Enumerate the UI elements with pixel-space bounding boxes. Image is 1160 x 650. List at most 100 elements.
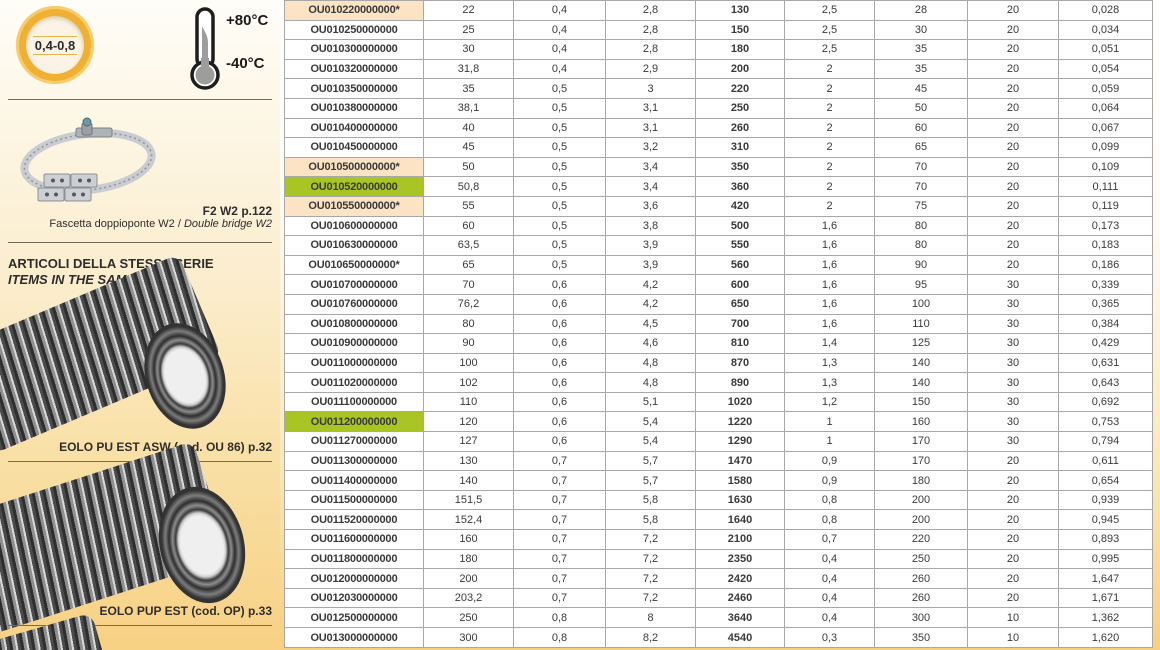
value-cell: 30	[967, 293, 1059, 315]
table-row: OU013000000000 300 0,8 8,2 4540 0,3 350 10 1,620	[284, 627, 1153, 648]
value-cell: 20	[967, 489, 1059, 511]
product-code-cell: OU011270000000	[284, 431, 424, 452]
product-code-cell: OU012500000000	[284, 607, 424, 628]
table-row: OU010760000000 76,2 0,6 4,2 650 1,6 100 30 0,365	[284, 293, 1153, 315]
value-cell: 0,7	[784, 529, 875, 550]
product-code-cell: OU010380000000	[284, 97, 424, 119]
value-cell: 1290	[695, 431, 785, 452]
table-row: OU010300000000 30 0,4 2,8 180 2,5 35 20 0,051	[284, 39, 1153, 60]
temp-min-label: -40°C	[226, 55, 265, 72]
value-cell: 170	[874, 431, 968, 452]
value-cell: 130	[695, 0, 785, 21]
value-cell: 3,4	[605, 156, 696, 178]
value-cell: 40	[423, 117, 514, 139]
value-cell: 60	[423, 215, 514, 237]
value-cell: 0,7	[513, 470, 606, 491]
value-cell: 110	[423, 391, 514, 413]
value-cell: 0,4	[513, 19, 606, 41]
value-cell: 2	[784, 137, 875, 158]
value-cell: 4,2	[605, 274, 696, 295]
value-cell: 0,7	[513, 587, 606, 609]
value-cell: 2	[784, 156, 875, 178]
table-area: OU010220000000* 22 0,4 2,8 130 2,5 28 20 0,028 OU…	[280, 0, 1160, 650]
clamp-caption: F2 W2 p.122 Fascetta doppioponte W2 / Do…	[49, 204, 272, 230]
product-code-cell: OU011600000000	[284, 529, 424, 550]
value-cell: 220	[874, 529, 968, 550]
table-row: OU012000000000 200 0,7 7,2 2420 0,4 260 20 1,647	[284, 568, 1153, 589]
product-code-cell: OU012000000000	[284, 568, 424, 589]
value-cell: 160	[874, 411, 968, 433]
table-row: OU010350000000 35 0,5 3 220 2 45 20 0,059	[284, 78, 1153, 99]
value-cell: 5,7	[605, 470, 696, 491]
value-cell: 70	[423, 274, 514, 295]
pressure-range-badge-inner: 0,4-0,8	[26, 16, 84, 74]
value-cell: 1,362	[1058, 607, 1153, 628]
value-cell: 1220	[695, 411, 785, 433]
value-cell: 125	[874, 333, 968, 354]
value-cell: 0,051	[1058, 39, 1153, 60]
value-cell: 0,067	[1058, 117, 1153, 139]
temp-max-label: +80°C	[226, 12, 269, 29]
value-cell: 3,9	[605, 254, 696, 276]
value-cell: 50	[874, 97, 968, 119]
value-cell: 127	[423, 431, 514, 452]
value-cell: 20	[967, 235, 1059, 256]
value-cell: 250	[695, 97, 785, 119]
value-cell: 80	[423, 313, 514, 335]
clamp-caption-en: Double bridge W2	[183, 218, 272, 230]
product-spec-table: OU010220000000* 22 0,4 2,8 130 2,5 28 20 0,028 OU…	[284, 0, 1153, 648]
value-cell: 0,7	[513, 568, 606, 589]
value-cell: 0,9	[784, 450, 875, 472]
value-cell: 0,8	[513, 627, 606, 648]
value-cell: 1,3	[784, 352, 875, 374]
value-cell: 60	[874, 117, 968, 139]
value-cell: 2,8	[605, 39, 696, 60]
table-row: OU011300000000 130 0,7 5,7 1470 0,9 170 20 0,611	[284, 450, 1153, 472]
product-code-cell: OU011520000000	[284, 509, 424, 531]
value-cell: 1640	[695, 509, 785, 531]
value-cell: 180	[695, 39, 785, 60]
value-cell: 2,8	[605, 0, 696, 21]
value-cell: 3640	[695, 607, 785, 628]
product-code-cell: OU010700000000	[284, 274, 424, 295]
value-cell: 0,4	[784, 587, 875, 609]
value-cell: 1,3	[784, 372, 875, 393]
value-cell: 0,186	[1058, 254, 1153, 276]
value-cell: 0,6	[513, 333, 606, 354]
value-cell: 0,6	[513, 293, 606, 315]
value-cell: 25	[423, 19, 514, 41]
value-cell: 30	[874, 19, 968, 41]
product-code-cell: OU010400000000	[284, 117, 424, 139]
sidebar-divider	[8, 625, 272, 626]
value-cell: 0,4	[784, 568, 875, 589]
value-cell: 140	[874, 372, 968, 393]
value-cell: 20	[967, 176, 1059, 197]
value-cell: 0,119	[1058, 195, 1153, 217]
value-cell: 0,6	[513, 411, 606, 433]
value-cell: 260	[695, 117, 785, 139]
value-cell: 0,064	[1058, 97, 1153, 119]
value-cell: 260	[874, 587, 968, 609]
product-code-cell: OU010320000000	[284, 58, 424, 80]
value-cell: 2	[784, 195, 875, 217]
value-cell: 2	[784, 176, 875, 197]
value-cell: 5,8	[605, 509, 696, 531]
table-row: OU010320000000 31,8 0,4 2,9 200 2 35 20 0,054	[284, 58, 1153, 80]
value-cell: 0,6	[513, 372, 606, 393]
product-code-cell: OU010350000000	[284, 78, 424, 99]
value-cell: 30	[967, 391, 1059, 413]
value-cell: 1020	[695, 391, 785, 413]
value-cell: 0,4	[513, 0, 606, 21]
value-cell: 890	[695, 372, 785, 393]
table-row: OU011500000000 151,5 0,7 5,8 1630 0,8 200 20 0,9…	[284, 489, 1153, 511]
value-cell: 0,643	[1058, 372, 1153, 393]
value-cell: 90	[423, 333, 514, 354]
value-cell: 0,8	[513, 607, 606, 628]
value-cell: 0,4	[784, 607, 875, 628]
table-row: OU010550000000* 55 0,5 3,6 420 2 75 20 0,119	[284, 195, 1153, 217]
value-cell: 2420	[695, 568, 785, 589]
value-cell: 0,6	[513, 391, 606, 413]
value-cell: 1,6	[784, 274, 875, 295]
table-row: OU011100000000 110 0,6 5,1 1020 1,2 150 30 0,692	[284, 391, 1153, 413]
value-cell: 300	[423, 627, 514, 648]
